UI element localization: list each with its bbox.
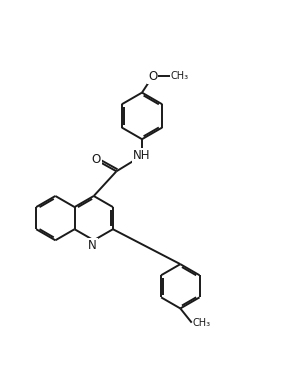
Text: CH₃: CH₃ [171,71,189,81]
Text: N: N [88,239,97,252]
Text: CH₃: CH₃ [193,318,211,327]
Text: O: O [91,153,101,166]
Text: O: O [148,69,157,83]
Text: NH: NH [133,149,151,162]
